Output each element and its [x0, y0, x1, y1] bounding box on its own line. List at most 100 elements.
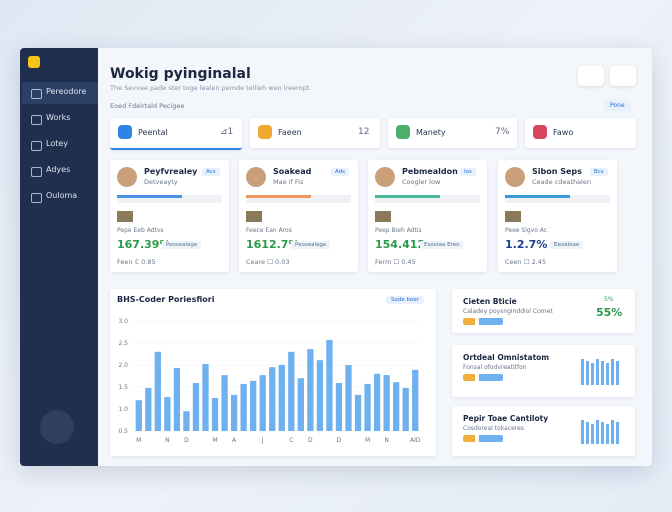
nav-item[interactable]: Ouloma [46, 191, 78, 200]
progress-fill [117, 195, 182, 198]
side-panel [452, 345, 635, 397]
chip-row [463, 318, 503, 325]
bar [345, 365, 352, 431]
chart-title: BHS-Coder Poriesfiori [117, 295, 215, 304]
bar [240, 383, 247, 431]
detail-line: Peee Slgvo Ac [505, 227, 548, 234]
tag: Ios [460, 168, 476, 176]
x-tick-label: C [289, 437, 293, 444]
mini-bar [596, 359, 599, 385]
chip-row [463, 435, 503, 442]
mini-bar [586, 422, 589, 444]
person-role: Ceade cdeathalen [532, 178, 591, 186]
card-footer: Ceare ☐ 0.03 [246, 258, 290, 266]
bar [135, 400, 142, 431]
progress-fill [505, 195, 570, 198]
section-label: Eoed Fdeirtald Pecigee [110, 102, 185, 110]
y-tick-label: 1.5 [118, 384, 128, 391]
avatar-button[interactable] [40, 410, 74, 444]
panel-subtitle: Cosdoreal tokaceres [463, 425, 524, 432]
x-tick-label: M [365, 437, 370, 444]
bar [335, 383, 343, 431]
avatar [505, 167, 525, 187]
x-tick-label: D [308, 437, 313, 444]
progress-track [246, 195, 351, 203]
filter-card[interactable] [110, 118, 242, 150]
chart-button[interactable]: Sode boer [386, 296, 424, 304]
bar [307, 349, 314, 431]
nav-item[interactable]: Adyes [46, 165, 71, 174]
mini-bar [581, 420, 584, 444]
metric: 154.412 [375, 238, 426, 251]
mini-bar [596, 420, 599, 444]
bar [250, 380, 257, 431]
progress-fill [246, 195, 311, 198]
bar [297, 378, 304, 431]
thumb [246, 211, 262, 222]
bar [393, 382, 400, 431]
filter-value: ⊿1 [220, 127, 234, 137]
button[interactable]: Pone [604, 100, 631, 111]
filter-value: 7% [495, 127, 510, 137]
mini-bar [616, 361, 619, 385]
thumb [375, 211, 391, 222]
tag: Acs [202, 168, 220, 176]
bar [288, 351, 295, 431]
mini-bar [591, 424, 594, 444]
x-tick-label: M [212, 437, 217, 444]
panel-value: 55% [596, 306, 623, 319]
detail-line: Peep Bieh Adtis [375, 227, 422, 234]
bar [202, 364, 209, 431]
filter-icon [118, 125, 132, 139]
person-name: Pebmealdon [402, 167, 458, 176]
filter-label: Faeen [278, 128, 302, 137]
bar [354, 394, 362, 431]
x-tick-label: D [184, 437, 189, 444]
bar [278, 365, 285, 431]
bar [173, 368, 181, 431]
subtitle: The Sevvee pade ster toge lealen pemde t… [110, 84, 312, 92]
mini-bar [606, 424, 609, 444]
progress-track [375, 195, 480, 203]
filter-value: 12 [358, 127, 370, 137]
thumb [117, 211, 133, 222]
icon-button[interactable] [578, 66, 604, 86]
nav-icon [31, 141, 42, 151]
bar [259, 375, 266, 431]
bar [269, 367, 276, 431]
bar [316, 360, 324, 431]
nav-item[interactable]: Lotey [46, 139, 69, 148]
filter-label: Manety [416, 128, 446, 137]
person-name: Soakead [273, 167, 312, 176]
bar [373, 373, 381, 431]
bar [402, 387, 409, 431]
nav-item[interactable]: Pereodore [46, 87, 87, 96]
progress-fill [375, 195, 440, 198]
detail-line: Pepe Eeb Adtvs [117, 227, 164, 234]
card-footer: Ceen ☐ 2.45 [505, 258, 547, 266]
bar [221, 375, 228, 431]
bar [364, 383, 371, 431]
person-name: Sibon Seps [532, 167, 582, 176]
icon-button[interactable] [610, 66, 636, 86]
filter-label: Peental [138, 128, 168, 137]
mini-bar [601, 361, 604, 385]
progress-track [505, 195, 610, 203]
panel-title: Ortdeal Omnistatom [463, 353, 550, 362]
nav-item[interactable]: Works [46, 113, 71, 122]
x-tick-label: A [232, 437, 237, 444]
panel-title: Cieten Bticie [463, 297, 517, 306]
bar [164, 397, 171, 431]
badge: Easolaa Ereo [420, 241, 464, 249]
person-name: Peyfvrealey [144, 167, 198, 176]
bar [154, 351, 161, 431]
panel-subtitle: Fonsal ofodvreatitfon [463, 364, 527, 371]
x-tick-label: J [261, 437, 264, 444]
y-tick-label: 0.5 [118, 428, 128, 435]
x-tick-label: D [337, 437, 342, 444]
detail-line: Feece Ean Aros [246, 227, 292, 234]
x-tick-label: AID [410, 437, 421, 444]
sidebar [20, 48, 98, 466]
nav-icon [31, 89, 42, 99]
